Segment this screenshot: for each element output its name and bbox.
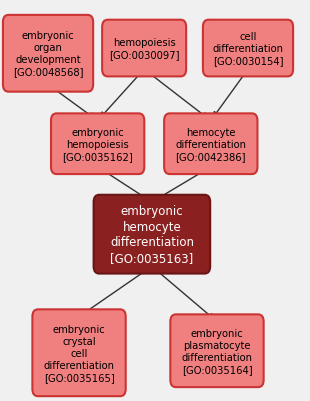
FancyBboxPatch shape — [203, 20, 293, 77]
FancyBboxPatch shape — [164, 114, 257, 175]
FancyBboxPatch shape — [94, 195, 210, 274]
Text: cell
differentiation
[GO:0030154]: cell differentiation [GO:0030154] — [212, 32, 284, 66]
FancyBboxPatch shape — [3, 16, 93, 93]
Text: embryonic
crystal
cell
differentiation
[GO:0035165]: embryonic crystal cell differentiation [… — [43, 324, 115, 382]
Text: embryonic
organ
development
[GO:0048568]: embryonic organ development [GO:0048568] — [13, 31, 83, 77]
FancyBboxPatch shape — [170, 314, 264, 387]
Text: embryonic
hemopoiesis
[GO:0035162]: embryonic hemopoiesis [GO:0035162] — [62, 128, 133, 161]
Text: hemopoiesis
[GO:0030097]: hemopoiesis [GO:0030097] — [109, 38, 179, 60]
Text: embryonic
hemocyte
differentiation
[GO:0035163]: embryonic hemocyte differentiation [GO:0… — [110, 205, 194, 264]
FancyBboxPatch shape — [51, 114, 144, 175]
FancyBboxPatch shape — [102, 20, 186, 77]
Text: embryonic
plasmatocyte
differentiation
[GO:0035164]: embryonic plasmatocyte differentiation [… — [181, 328, 253, 374]
Text: hemocyte
differentiation
[GO:0042386]: hemocyte differentiation [GO:0042386] — [175, 128, 246, 161]
FancyBboxPatch shape — [32, 310, 126, 396]
